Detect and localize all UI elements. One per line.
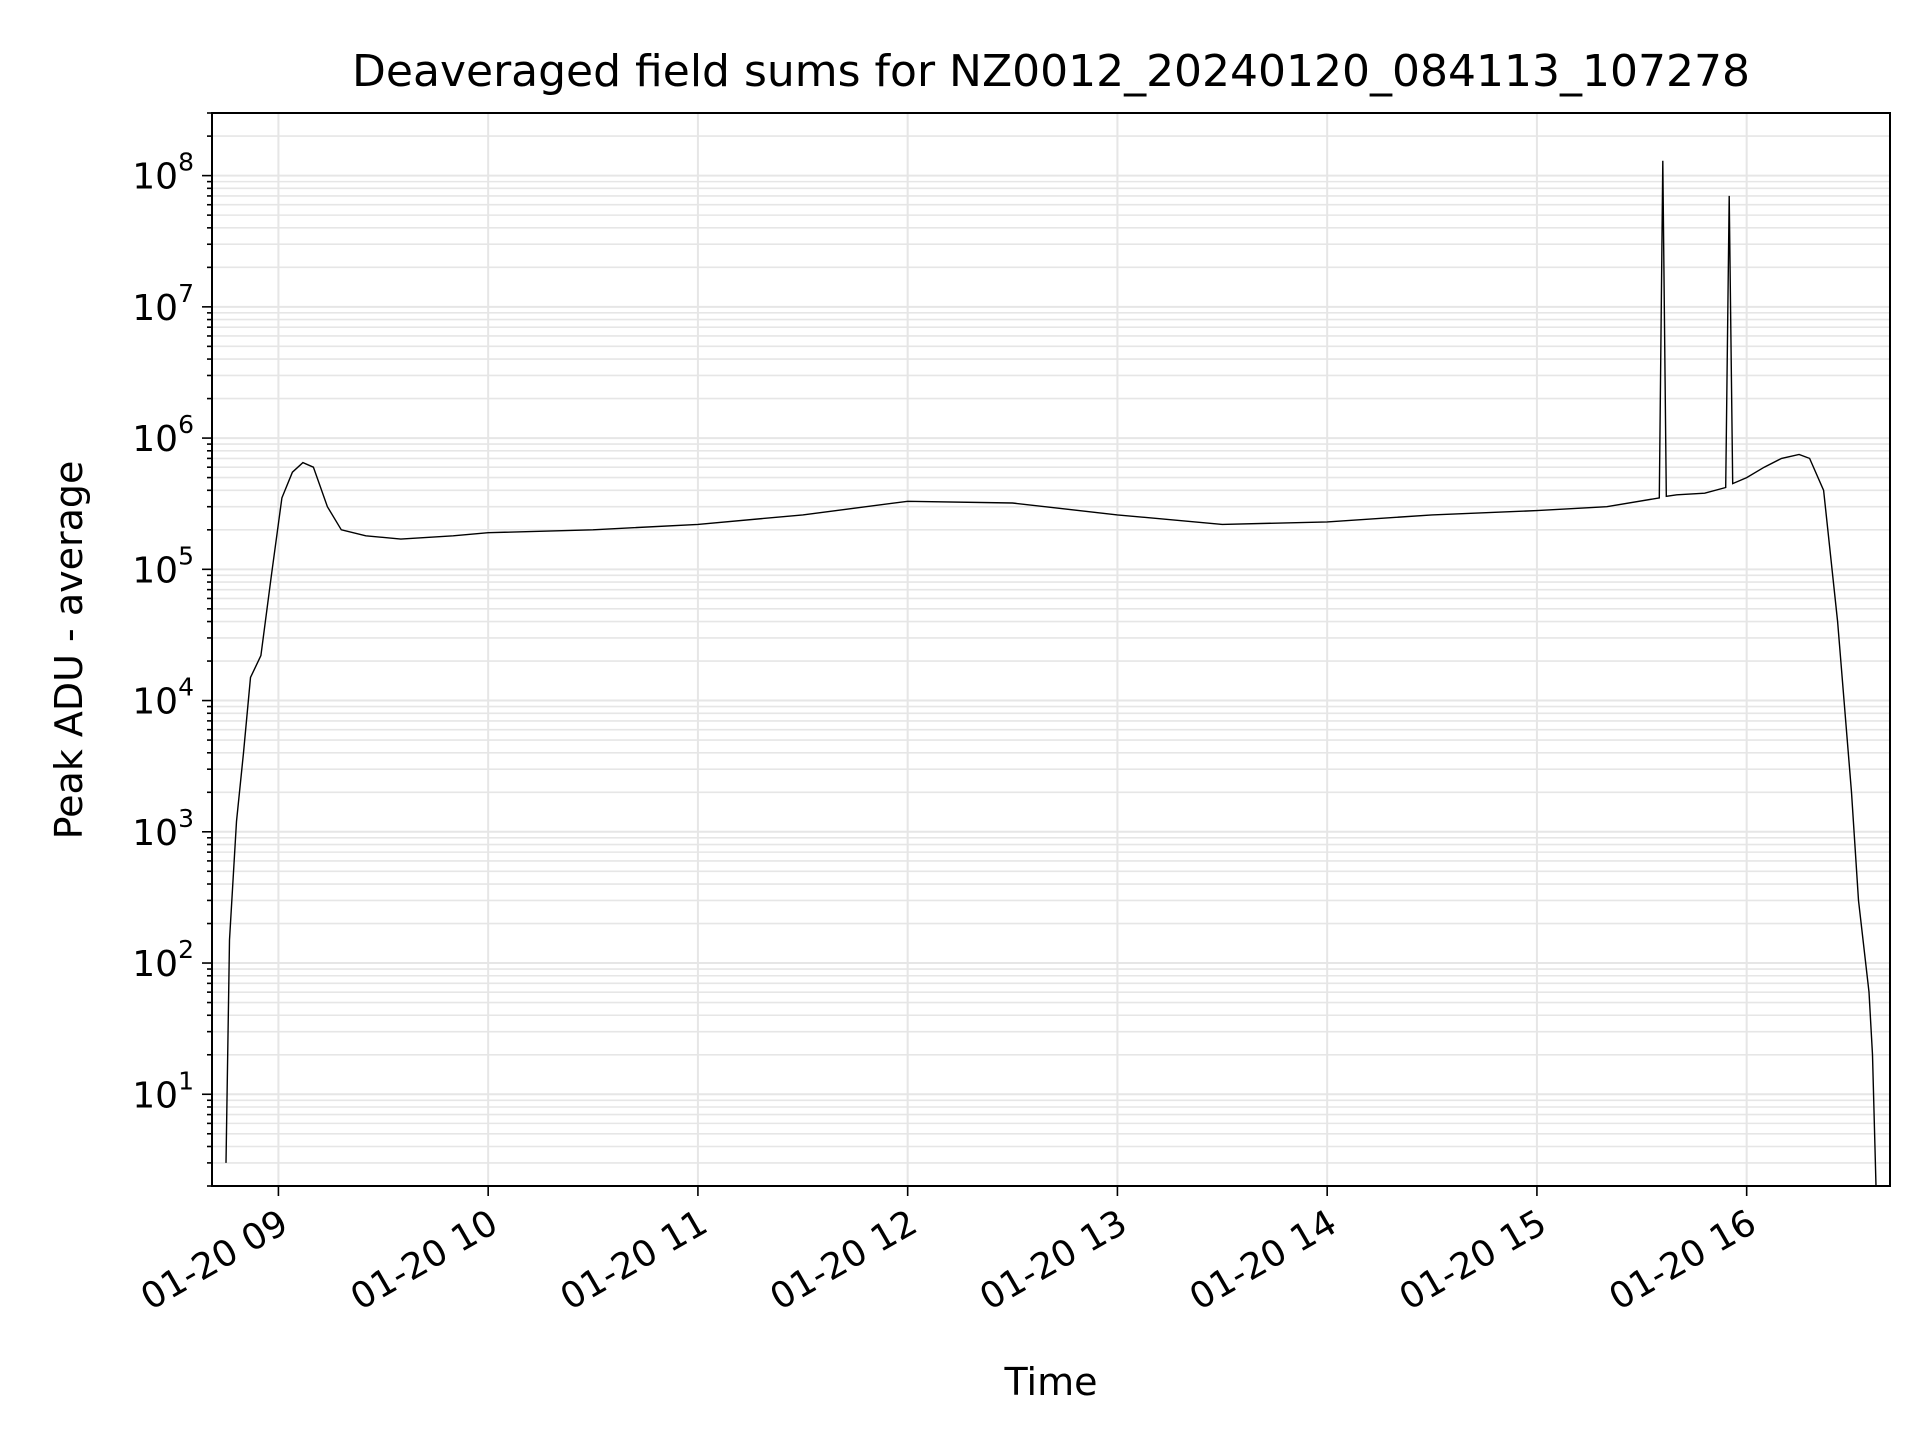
y-tick-exponent: 2 <box>178 935 194 964</box>
y-tick-base: 10 <box>132 157 178 198</box>
y-tick-base: 10 <box>132 550 178 591</box>
y-tick-exponent: 7 <box>178 279 194 308</box>
y-tick-exponent: 1 <box>178 1066 194 1095</box>
y-tick-base: 10 <box>132 813 178 854</box>
y-tick-label: 101 <box>132 1066 194 1116</box>
y-tick-exponent: 4 <box>178 673 194 702</box>
plot-frame <box>211 112 1891 1187</box>
y-tick-label: 107 <box>132 279 194 329</box>
y-tick-label: 106 <box>132 410 194 460</box>
y-tick-base: 10 <box>132 682 178 723</box>
y-tick-exponent: 8 <box>178 148 194 177</box>
y-tick-base: 10 <box>132 419 178 460</box>
x-axis-label: Time <box>1004 1360 1098 1404</box>
chart-title: Deaveraged field sums for NZ0012_2024012… <box>352 46 1750 97</box>
y-axis-label: Peak ADU - average <box>47 461 91 840</box>
series-layer <box>225 160 1877 1187</box>
y-tick-base: 10 <box>132 1075 178 1116</box>
y-tick-exponent: 3 <box>178 804 194 833</box>
y-tick-exponent: 5 <box>178 541 194 570</box>
y-tick-exponent: 6 <box>178 410 194 439</box>
y-tick-base: 10 <box>132 944 178 985</box>
y-tick-label: 108 <box>132 148 194 198</box>
y-tick-label: 105 <box>132 541 194 591</box>
grid <box>212 112 1890 1187</box>
y-tick-label: 102 <box>132 935 194 985</box>
y-tick-label: 103 <box>132 804 194 854</box>
series-line <box>225 160 1877 1187</box>
y-tick-label: 104 <box>132 673 194 723</box>
y-tick-base: 10 <box>132 288 178 329</box>
